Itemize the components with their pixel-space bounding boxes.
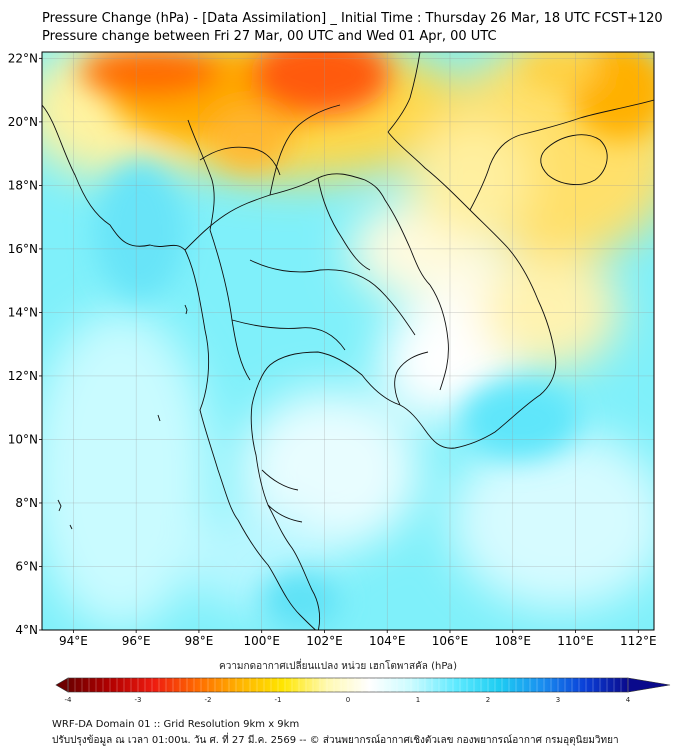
lon-tick-label: 110°E (557, 634, 594, 648)
lat-tick-label: 10°N (8, 432, 38, 446)
lat-tick-label: 12°N (8, 369, 38, 383)
colorbar-tick-label: 2 (486, 696, 490, 704)
longitude-labels: 94°E 96°E 98°E 100°E 102°E 104°E 106°E 108°E 110… (59, 630, 657, 648)
lat-tick-label: 16°N (8, 242, 38, 256)
colorbar-tick-label: -2 (205, 696, 212, 704)
lat-tick-label: 6°N (15, 559, 38, 573)
colorbar-tick-label: 1 (416, 696, 420, 704)
colorbar-tick-label: -4 (65, 696, 73, 704)
latitude-labels: 22°N 20°N 18°N 16°N 14°N 12°N 10°N 8°N 6°N 4°N (8, 51, 42, 637)
lon-tick-label: 100°E (243, 634, 280, 648)
lon-tick-label: 112°E (620, 634, 657, 648)
colorbar-tick-label: 3 (556, 696, 560, 704)
lat-tick-label: 22°N (8, 51, 38, 65)
colorbar-tick-label: -1 (275, 696, 282, 704)
footer-model-info: WRF-DA Domain 01 :: Grid Resolution 9km … (52, 719, 300, 730)
map-title: Pressure Change (hPa) - [Data Assimilati… (42, 11, 663, 26)
lon-tick-label: 106°E (432, 634, 469, 648)
lat-tick-label: 18°N (8, 178, 38, 192)
pressure-field (42, 52, 654, 630)
lat-tick-label: 8°N (15, 496, 38, 510)
lon-tick-label: 108°E (495, 634, 532, 648)
lon-tick-label: 98°E (184, 634, 213, 648)
map-subtitle: Pressure change between Fri 27 Mar, 00 U… (42, 29, 497, 44)
colorbar-tick-label: -3 (135, 696, 142, 704)
lon-tick-label: 94°E (59, 634, 88, 648)
coastlines (42, 52, 654, 630)
colorbar: -4 -3 -2 -1 0 1 2 3 4 (55, 677, 671, 704)
lon-tick-label: 104°E (369, 634, 406, 648)
lat-tick-label: 14°N (8, 305, 38, 319)
lat-tick-label: 20°N (8, 115, 38, 129)
footer-update-info: ปรับปรุงข้อมูล ณ เวลา 01:00น. วัน ศ. ที่… (52, 735, 619, 746)
map-frame (41, 51, 655, 631)
lat-tick-label: 4°N (15, 623, 38, 637)
lon-tick-label: 102°E (306, 634, 343, 648)
colorbar-tick-label: 4 (626, 696, 631, 704)
colorbar-tick-label: 0 (346, 696, 350, 704)
colorbar-label: ความกดอากาศเปลี่ยนแปลง หน่วย เฮกโตพาสคัล… (219, 661, 457, 672)
lon-tick-label: 96°E (122, 634, 151, 648)
